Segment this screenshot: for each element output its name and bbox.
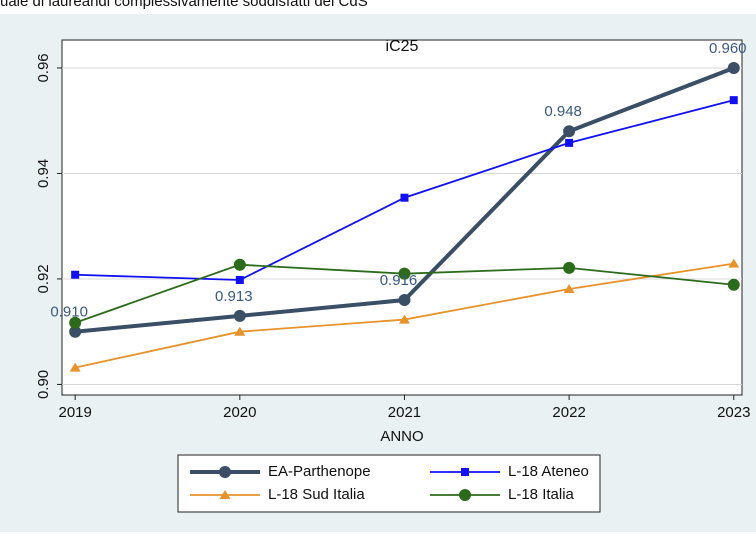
data-point bbox=[563, 283, 575, 293]
y-tick-label: 0.92 bbox=[35, 264, 52, 293]
data-label: 0.916 bbox=[380, 272, 418, 289]
data-point bbox=[400, 193, 409, 202]
data-point bbox=[233, 258, 246, 271]
x-axis-label: ANNO bbox=[380, 428, 423, 445]
y-tick-label: 0.96 bbox=[35, 53, 52, 82]
legend-label: EA-Parthenope bbox=[268, 463, 371, 480]
data-point bbox=[234, 326, 246, 336]
data-point bbox=[398, 314, 410, 324]
y-tick-label: 0.90 bbox=[35, 370, 52, 399]
header-text: uale di laureandi complessivamente soddi… bbox=[0, 0, 368, 10]
legend-label: L-18 Ateneo bbox=[508, 463, 589, 480]
data-point bbox=[235, 276, 244, 285]
x-tick-label: 2019 bbox=[58, 404, 91, 421]
data-point bbox=[563, 261, 576, 274]
data-label: 0.913 bbox=[215, 288, 253, 305]
data-point bbox=[398, 294, 411, 307]
data-point bbox=[69, 362, 81, 372]
legend-marker bbox=[461, 468, 469, 476]
x-tick-label: 2020 bbox=[223, 404, 256, 421]
legend-marker bbox=[219, 490, 231, 499]
x-tick-label: 2023 bbox=[717, 404, 750, 421]
data-point bbox=[233, 309, 246, 322]
data-label: 0.960 bbox=[709, 40, 747, 57]
data-label: 0.948 bbox=[544, 103, 582, 120]
legend-box bbox=[177, 454, 601, 513]
data-point bbox=[71, 270, 80, 279]
legend-marker bbox=[219, 466, 231, 478]
x-tick-label: 2022 bbox=[552, 404, 585, 421]
data-point bbox=[69, 325, 82, 338]
plot-area bbox=[61, 39, 743, 396]
data-point bbox=[398, 267, 411, 280]
x-tick-label: 2021 bbox=[388, 404, 421, 421]
data-point bbox=[563, 125, 576, 138]
data-point bbox=[727, 61, 740, 74]
data-point bbox=[69, 316, 82, 329]
data-point bbox=[727, 278, 740, 291]
legend-label: L-18 Sud Italia bbox=[268, 486, 365, 503]
data-point bbox=[728, 258, 740, 268]
y-tick-label: 0.94 bbox=[35, 159, 52, 188]
legend-label: L-18 Italia bbox=[508, 486, 575, 503]
data-label: 0.910 bbox=[50, 304, 88, 321]
chart-title: iC25 bbox=[386, 38, 419, 55]
data-point bbox=[729, 96, 738, 105]
legend-marker bbox=[459, 489, 471, 501]
data-point bbox=[565, 138, 574, 147]
